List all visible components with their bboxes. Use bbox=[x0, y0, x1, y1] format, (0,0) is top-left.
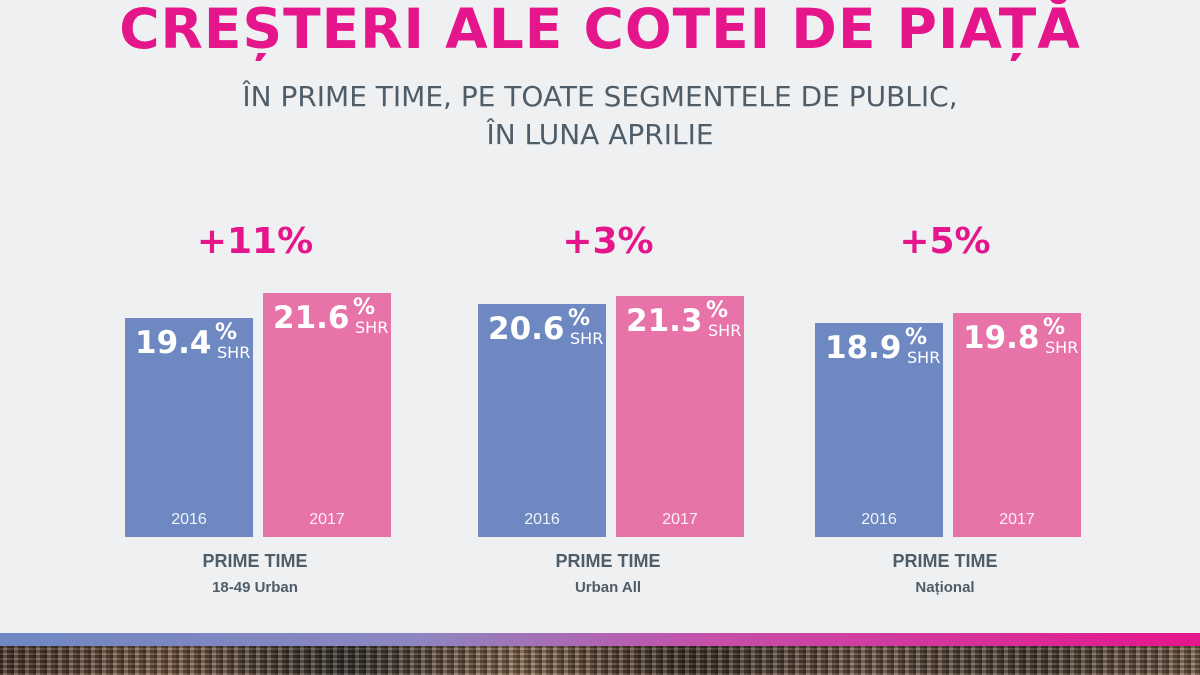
group-sublabel: Național bbox=[915, 579, 975, 596]
bar-unit-label: % SHR bbox=[905, 327, 940, 367]
bar-year-label: 2017 bbox=[999, 511, 1035, 528]
chart-title: CREȘTERI ALE COTEI DE PIAȚĂ bbox=[119, 0, 1081, 61]
group-label: PRIME TIME bbox=[555, 551, 661, 571]
bar-group: +3% 20.6% SHR 2016 21.3% SHR 2017 PRIME TIME Urb… bbox=[478, 220, 744, 600]
percent-sign: % bbox=[905, 325, 928, 350]
bar-2016: 20.6% SHR 2016 bbox=[478, 304, 606, 537]
change-percent-label: +5% bbox=[899, 221, 991, 262]
percent-sign: % bbox=[353, 295, 376, 320]
subtitle-line-1: ÎN PRIME TIME, PE TOATE SEGMENTELE DE PU… bbox=[242, 80, 958, 113]
group-label: PRIME TIME bbox=[892, 551, 998, 571]
group-sublabel: Urban All bbox=[574, 579, 642, 596]
bar-2016: 19.4% SHR 2016 bbox=[125, 318, 253, 537]
bar-2017: 21.3% SHR 2017 bbox=[616, 296, 744, 537]
bar-value-label: 20.6 bbox=[488, 311, 565, 347]
shr-label: SHR bbox=[907, 348, 941, 367]
percent-sign: % bbox=[568, 306, 591, 331]
bar-unit-label: % SHR bbox=[568, 308, 603, 348]
change-percent-label: +11% bbox=[196, 221, 314, 262]
shr-label: SHR bbox=[570, 329, 604, 348]
bar-year-label: 2016 bbox=[861, 511, 897, 528]
bar-group: +11% 19.4% SHR 2016 21.6% SHR 2017 PRIME TIME 18… bbox=[125, 220, 391, 600]
bar-2017: 21.6% SHR 2017 bbox=[263, 293, 391, 537]
bar-unit-label: % SHR bbox=[706, 300, 741, 340]
crowd-photo-strip bbox=[0, 646, 1200, 675]
group-sublabel: 18-49 Urban bbox=[212, 579, 298, 596]
bar-year-label: 2017 bbox=[309, 511, 345, 528]
chart-subtitle: ÎN PRIME TIME, PE TOATE SEGMENTELE DE PU… bbox=[0, 78, 1200, 154]
bar-value-label: 18.9 bbox=[825, 330, 902, 366]
bar-value-label: 19.4 bbox=[135, 325, 212, 361]
bar-2017: 19.8% SHR 2017 bbox=[953, 313, 1081, 537]
group-label: PRIME TIME bbox=[202, 551, 308, 571]
shr-label: SHR bbox=[1045, 338, 1079, 357]
bar-value-label: 21.6 bbox=[273, 300, 350, 336]
bar-unit-label: % SHR bbox=[1043, 317, 1078, 357]
bar-unit-label: % SHR bbox=[215, 322, 250, 362]
percent-sign: % bbox=[706, 298, 729, 323]
gradient-stripe bbox=[0, 633, 1200, 646]
subtitle-line-2: ÎN LUNA APRILIE bbox=[486, 118, 714, 151]
shr-label: SHR bbox=[355, 318, 389, 337]
change-percent-label: +3% bbox=[562, 221, 654, 262]
bar-year-label: 2016 bbox=[524, 511, 560, 528]
bar-group: +5% 18.9% SHR 2016 19.8% SHR 2017 PRIME TIME Naț… bbox=[815, 220, 1081, 600]
percent-sign: % bbox=[1043, 315, 1066, 340]
bar-value-label: 21.3 bbox=[626, 303, 703, 339]
bar-unit-label: % SHR bbox=[353, 297, 388, 337]
bar-2016: 18.9% SHR 2016 bbox=[815, 323, 943, 537]
bar-value-label: 19.8 bbox=[963, 320, 1040, 356]
bar-year-label: 2016 bbox=[171, 511, 207, 528]
bar-year-label: 2017 bbox=[662, 511, 698, 528]
percent-sign: % bbox=[215, 320, 238, 345]
shr-label: SHR bbox=[708, 321, 742, 340]
shr-label: SHR bbox=[217, 343, 251, 362]
